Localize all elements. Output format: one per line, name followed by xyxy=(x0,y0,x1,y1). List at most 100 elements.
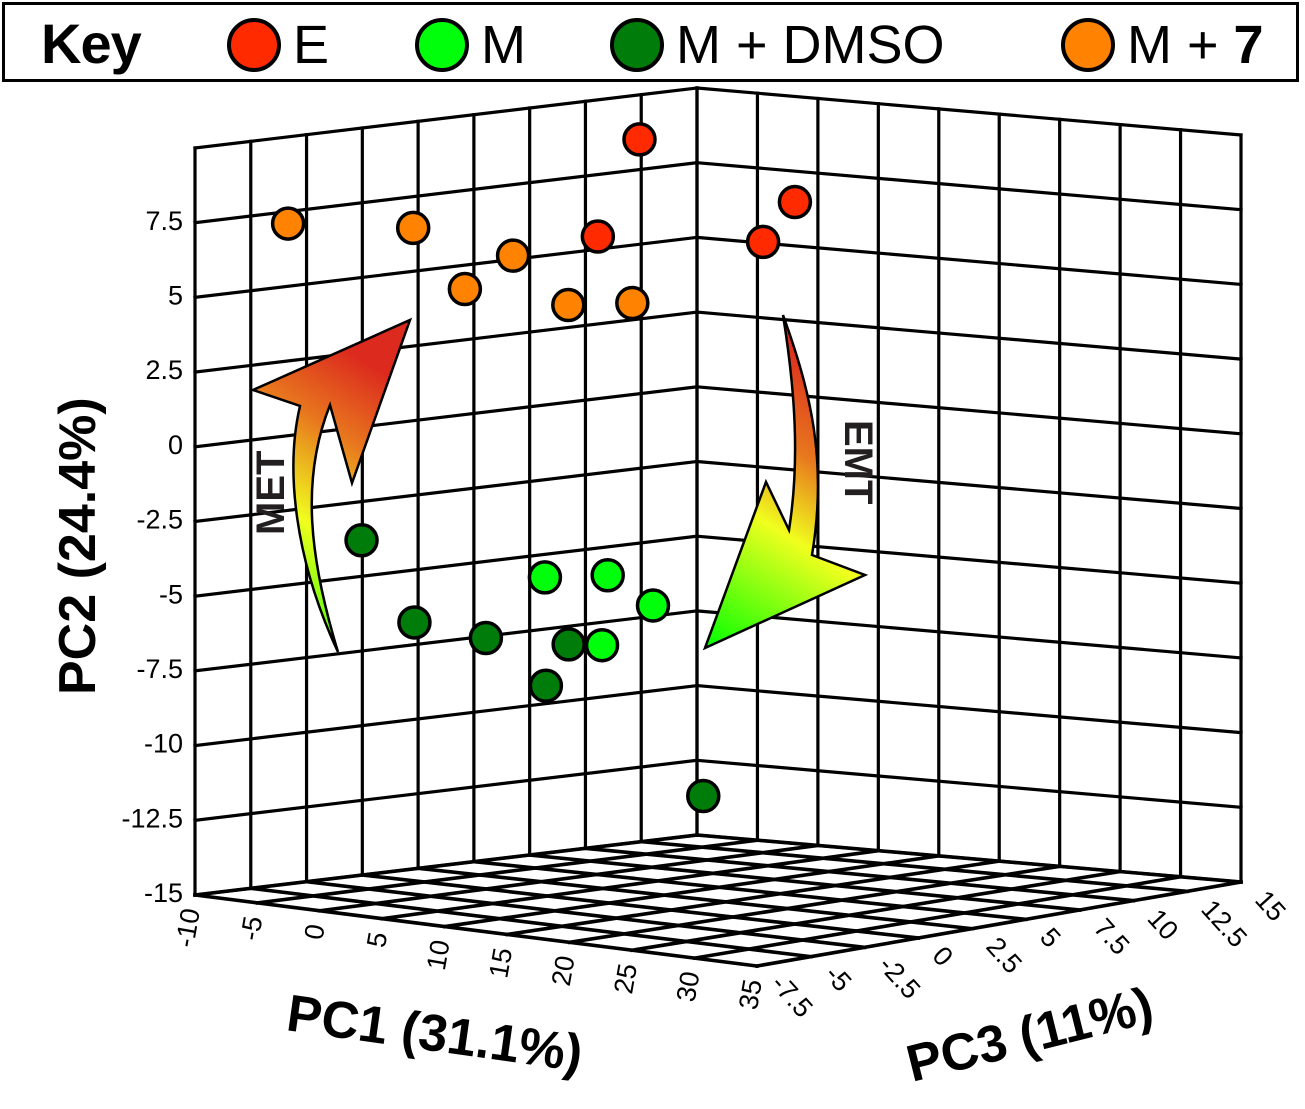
x-tick-label: -10 xyxy=(170,906,206,950)
x-tick-label: 5 xyxy=(361,930,393,950)
legend-title: Key xyxy=(41,12,142,75)
y-tick-label: 0 xyxy=(168,430,183,460)
z-axis-title: PC3 (11%) xyxy=(901,977,1159,1094)
z-tick-label: 10 xyxy=(1142,903,1184,945)
data-point-e xyxy=(580,219,616,254)
legend-label-e: E xyxy=(293,15,330,75)
floor-gridline-pc1 xyxy=(505,859,1002,937)
right-wall-horizontal-gridline xyxy=(695,609,1243,660)
right-wall-horizontal-gridline xyxy=(695,160,1243,212)
y-tick-label: -15 xyxy=(144,878,183,908)
data-point-e xyxy=(622,122,657,157)
left-wall-horizontal-gridline xyxy=(193,235,699,300)
floor-gridline-pc3 xyxy=(192,892,760,969)
right-wall-horizontal-gridline xyxy=(695,86,1243,137)
y-tick-label: -10 xyxy=(144,729,183,759)
floor-gridline-pc3 xyxy=(471,859,1028,922)
x-tick-label: 30 xyxy=(671,969,706,1004)
data-point-m xyxy=(584,627,620,663)
z-tick-label: 0 xyxy=(927,941,959,972)
y-axis-title: PC2 (24.4%) xyxy=(49,397,107,695)
left-wall-horizontal-gridline xyxy=(193,310,699,374)
legend-label-m-7: M + 7 xyxy=(1127,15,1264,75)
right-wall-horizontal-gridline xyxy=(695,758,1243,810)
data-point-m-7 xyxy=(447,271,483,307)
floor-gridline-pc3 xyxy=(248,886,813,959)
z-tick-label: 2.5 xyxy=(980,931,1027,979)
emt-arrow: EMT xyxy=(702,314,880,651)
data-point-m xyxy=(527,560,563,595)
left-wall-horizontal-gridline xyxy=(193,385,699,449)
emt-label: EMT xyxy=(836,420,880,504)
legend-label-m: M xyxy=(481,15,526,75)
floor-gridline-pc3 xyxy=(527,853,1082,912)
z-tick-label: 5 xyxy=(1034,922,1066,953)
floor-gridline-pc3 xyxy=(416,866,975,931)
data-point-e xyxy=(777,184,813,220)
floor-gridline-pc3 xyxy=(695,833,1243,884)
y-tick-label: -5 xyxy=(159,579,183,609)
right-wall-horizontal-gridline xyxy=(695,235,1243,287)
legend-swatch-m-7 xyxy=(1061,18,1115,72)
legend-swatch-m xyxy=(415,18,469,72)
x-tick-label: 25 xyxy=(608,961,643,996)
right-wall-horizontal-gridline xyxy=(695,459,1243,511)
legend: Key E M M + DMSO M + 7 xyxy=(2,2,1299,82)
floor-gridline-pc1 xyxy=(442,853,941,929)
floor-gridline-pc1 xyxy=(567,864,1062,945)
met-arrow: MET xyxy=(249,317,413,653)
z-tick-label: -2.5 xyxy=(873,950,926,1005)
z-tick-label: 7.5 xyxy=(1088,913,1135,961)
floor-gridline-pc1 xyxy=(255,838,760,905)
data-point-m-7 xyxy=(551,287,586,323)
y-tick-label: 2.5 xyxy=(145,355,183,385)
floor-gridline-pc1 xyxy=(754,879,1244,969)
met-label: MET xyxy=(249,451,293,535)
z-tick-label: 12.5 xyxy=(1195,894,1252,953)
legend-entry-m-7: M + 7 xyxy=(1061,15,1264,75)
x-tick-label: 0 xyxy=(299,922,331,942)
floor-gridline-pc1 xyxy=(630,869,1123,953)
data-points xyxy=(270,122,813,814)
right-wall-horizontal-gridline xyxy=(695,683,1243,735)
z-tick-label: -5 xyxy=(819,959,857,997)
legend-swatch-m-dmso xyxy=(610,18,664,72)
x-tick-label: 35 xyxy=(733,977,768,1012)
left-wall-horizontal-gridline xyxy=(193,683,699,748)
x-tick-label: 15 xyxy=(483,946,518,981)
z-tick-label: 15 xyxy=(1249,885,1291,927)
y-tick-label: 7.5 xyxy=(145,206,183,236)
y-tick-label: -2.5 xyxy=(136,505,183,535)
data-point-m-7 xyxy=(615,285,650,321)
data-point-m-dmso xyxy=(686,778,721,814)
data-point-m-dmso xyxy=(528,668,564,703)
floor-gridline-pc3 xyxy=(304,879,867,950)
legend-label-m-dmso: M + DMSO xyxy=(676,15,945,75)
floor-gridline-pc1 xyxy=(380,848,881,921)
left-wall-horizontal-gridline xyxy=(193,86,699,150)
x-tick-label: -5 xyxy=(235,914,269,943)
data-point-m-7 xyxy=(395,210,431,246)
data-point-m-7 xyxy=(495,238,531,273)
grid-walls xyxy=(192,86,1244,969)
floor-gridline-pc1 xyxy=(317,843,820,913)
right-wall-horizontal-gridline xyxy=(695,385,1243,436)
floor-gridline-pc3 xyxy=(360,873,921,940)
floor-gridline-pc1 xyxy=(192,832,700,898)
x-tick-label: 20 xyxy=(546,953,581,988)
z-tick-label: -7.5 xyxy=(765,969,818,1024)
legend-entry-m: M xyxy=(415,15,526,75)
left-wall-horizontal-gridline xyxy=(193,160,699,225)
y-tick-label: 5 xyxy=(168,281,183,311)
data-point-e xyxy=(745,224,781,260)
legend-entry-m-dmso: M + DMSO xyxy=(610,15,945,75)
data-point-m-dmso xyxy=(468,620,504,656)
right-wall-horizontal-gridline xyxy=(695,310,1243,361)
data-point-m xyxy=(635,588,671,623)
data-point-m xyxy=(590,557,625,593)
met-arrow-shape xyxy=(249,317,413,653)
x-axis-title: PC1 (31.1%) xyxy=(283,984,586,1083)
floor-gridline-pc1 xyxy=(692,874,1183,961)
left-wall-horizontal-gridline xyxy=(193,459,699,524)
